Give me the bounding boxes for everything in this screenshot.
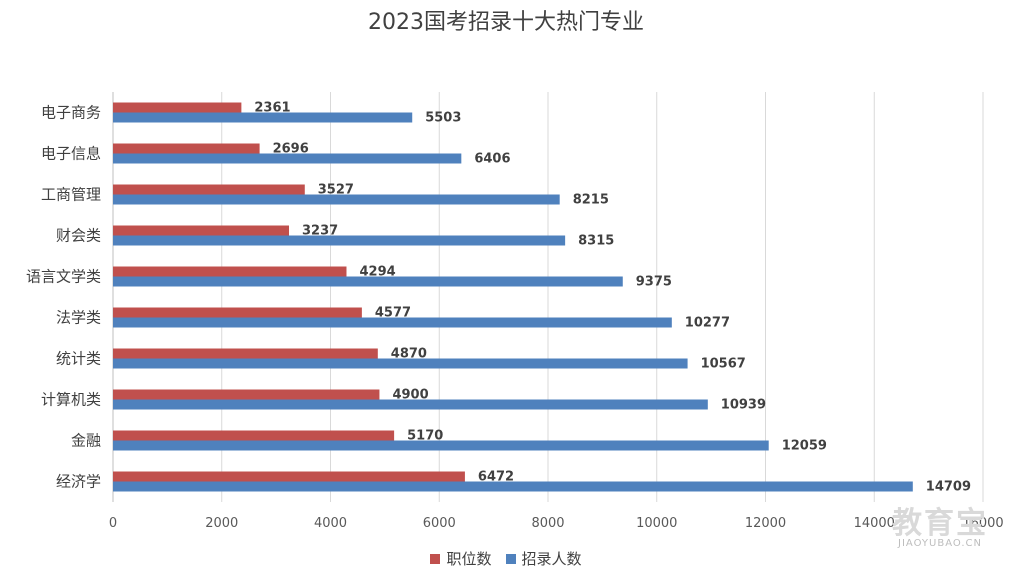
x-tick-label: 2000 xyxy=(205,516,238,531)
data-label-recruits: 8215 xyxy=(573,193,609,208)
x-tick-label: 4000 xyxy=(314,516,347,531)
x-tick-label: 0 xyxy=(109,516,117,531)
x-tick-label: 14000 xyxy=(854,516,895,531)
x-tick-label: 8000 xyxy=(531,516,564,531)
data-label-recruits: 14709 xyxy=(926,480,971,495)
bar-positions xyxy=(113,471,465,482)
x-tick-label: 10000 xyxy=(636,516,677,531)
bar-recruits xyxy=(113,317,672,328)
data-label-recruits: 6406 xyxy=(474,152,510,167)
data-label-recruits: 5503 xyxy=(425,111,461,126)
legend-swatch-positions xyxy=(430,553,441,564)
data-label-positions: 3527 xyxy=(318,183,354,198)
bar-recruits xyxy=(113,399,708,410)
data-label-recruits: 12059 xyxy=(782,439,827,454)
bar-recruits xyxy=(113,194,560,205)
bar-positions xyxy=(113,184,305,195)
x-tick-label: 16000 xyxy=(962,516,1003,531)
watermark-sub: JIAOYUBAO.CN xyxy=(898,538,982,549)
legend-item-recruits: 招录人数 xyxy=(505,548,582,569)
bars xyxy=(113,102,913,492)
watermark-logo: 教育宝 JIAOYUBAO.CN xyxy=(880,498,1000,549)
data-label-positions: 2696 xyxy=(273,142,309,157)
data-label-positions: 4870 xyxy=(391,347,427,362)
bar-positions xyxy=(113,143,260,154)
bar-recruits xyxy=(113,358,688,369)
bar-positions xyxy=(113,266,347,277)
category-label: 财会类 xyxy=(56,227,101,245)
data-label-positions: 4900 xyxy=(392,388,428,403)
data-label-recruits: 9375 xyxy=(636,275,672,290)
bar-recruits xyxy=(113,481,913,492)
legend-swatch-recruits xyxy=(505,553,516,564)
data-label-recruits: 10939 xyxy=(721,398,766,413)
bar-positions xyxy=(113,102,242,113)
x-tick-label: 12000 xyxy=(745,516,786,531)
category-label: 电子商务 xyxy=(41,104,101,122)
watermark-main: 教育宝 xyxy=(892,506,988,541)
category-label: 法学类 xyxy=(56,309,101,327)
data-label-positions: 4294 xyxy=(359,265,395,280)
legend-item-positions: 职位数 xyxy=(430,548,492,569)
category-label: 工商管理 xyxy=(41,186,101,204)
category-label: 计算机类 xyxy=(41,391,101,409)
category-label: 统计类 xyxy=(56,350,101,368)
chart-title: 2023国考招录十大热门专业 xyxy=(368,10,644,35)
bar-positions xyxy=(113,430,395,441)
labels: 0 2000 4000 6000 8000 10000 12000 14000 16000 电子商… xyxy=(26,101,1004,532)
data-label-recruits: 8315 xyxy=(578,234,614,249)
bar-positions xyxy=(113,389,380,400)
x-tick-label: 6000 xyxy=(423,516,456,531)
data-label-recruits: 10277 xyxy=(685,316,730,331)
bar-recruits xyxy=(113,153,462,164)
data-label-positions: 6472 xyxy=(478,470,514,485)
bar-recruits xyxy=(113,276,623,287)
data-label-positions: 4577 xyxy=(375,306,411,321)
data-label-recruits: 10567 xyxy=(701,357,746,372)
data-label-positions: 3237 xyxy=(302,224,338,239)
bar-positions xyxy=(113,307,362,318)
category-label: 语言文学类 xyxy=(26,268,101,286)
category-label: 金融 xyxy=(71,432,101,450)
bar-positions xyxy=(113,225,290,236)
bar-positions xyxy=(113,348,378,359)
legend-label-recruits: 招录人数 xyxy=(521,550,582,568)
legend-label-positions: 职位数 xyxy=(446,550,492,568)
bar-recruits xyxy=(113,112,413,123)
data-label-positions: 5170 xyxy=(407,429,443,444)
bar-recruits xyxy=(113,440,769,451)
category-label: 电子信息 xyxy=(41,145,101,163)
legend: 职位数 招录人数 xyxy=(0,548,1012,569)
bar-recruits xyxy=(113,235,566,246)
category-label: 经济学 xyxy=(56,473,101,491)
data-label-positions: 2361 xyxy=(254,101,290,116)
